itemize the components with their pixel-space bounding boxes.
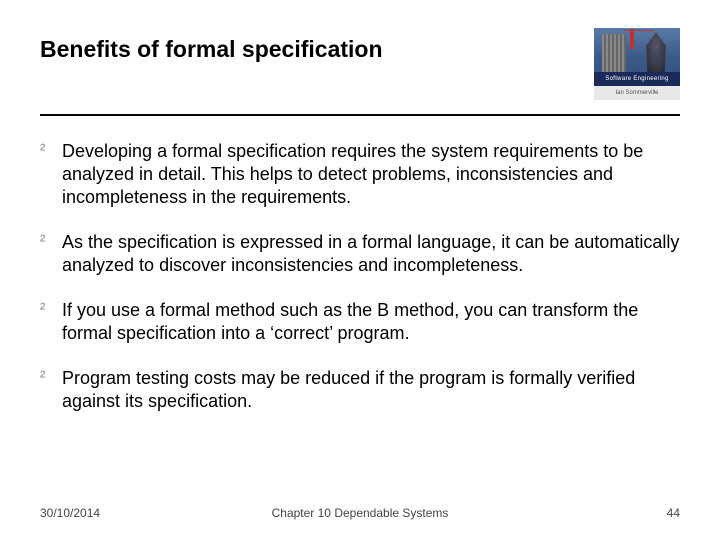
logo-building-icon (602, 34, 626, 76)
footer-page-number: 44 (667, 506, 680, 520)
book-cover-logo: Software Engineering Ian Sommerville (594, 28, 680, 100)
bullet-text: If you use a formal method such as the B… (62, 299, 680, 345)
footer-date: 30/10/2014 (40, 506, 100, 520)
bullet-text: Program testing costs may be reduced if … (62, 367, 680, 413)
footer-chapter: Chapter 10 Dependable Systems (40, 506, 680, 520)
logo-title-band: Software Engineering (594, 72, 680, 86)
bullet-marker-icon: ² (40, 231, 62, 252)
footer: 30/10/2014 Chapter 10 Dependable Systems… (40, 506, 680, 520)
header: Benefits of formal specification Softwar… (40, 28, 680, 100)
logo-author: Ian Sommerville (594, 86, 680, 100)
bullet-item: ² Developing a formal specification requ… (40, 140, 680, 209)
bullet-item: ² As the specification is expressed in a… (40, 231, 680, 277)
logo-crane-icon (624, 30, 654, 38)
bullet-text: As the specification is expressed in a f… (62, 231, 680, 277)
bullet-item: ² Program testing costs may be reduced i… (40, 367, 680, 413)
bullet-text: Developing a formal specification requir… (62, 140, 680, 209)
bullet-item: ² If you use a formal method such as the… (40, 299, 680, 345)
bullet-marker-icon: ² (40, 299, 62, 320)
body: ² Developing a formal specification requ… (40, 116, 680, 413)
slide: Benefits of formal specification Softwar… (0, 0, 720, 540)
bullet-marker-icon: ² (40, 367, 62, 388)
bullet-marker-icon: ² (40, 140, 62, 161)
page-title: Benefits of formal specification (40, 28, 383, 63)
